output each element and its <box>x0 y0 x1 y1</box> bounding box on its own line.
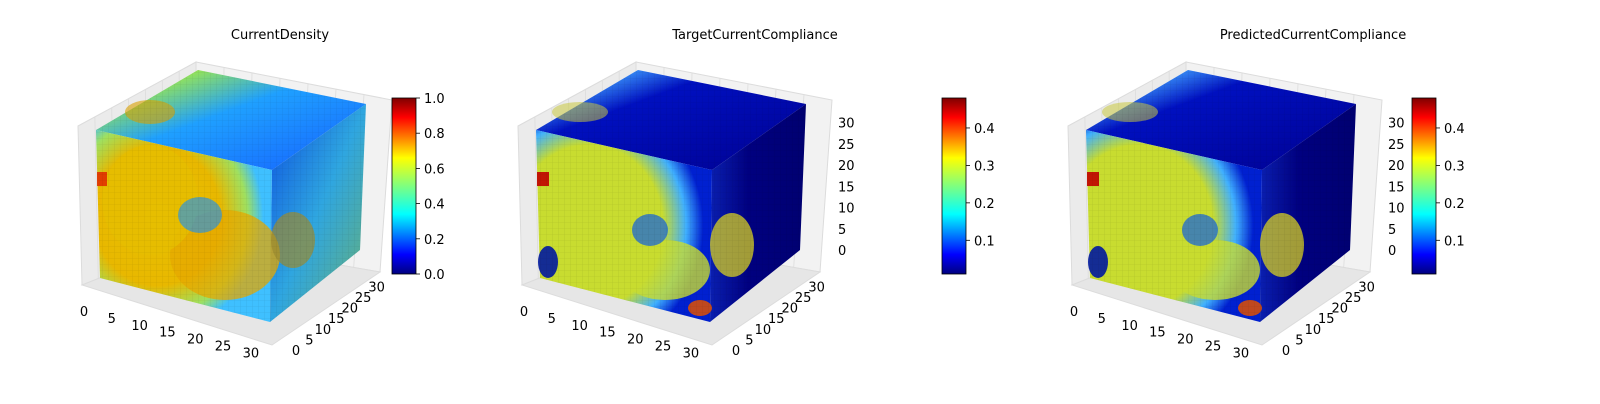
y-tick-label: 10 <box>315 323 332 338</box>
y-tick-label: 30 <box>808 280 825 295</box>
z-tick-label: 5 <box>1388 223 1396 238</box>
x-tick-label: 10 <box>571 319 588 334</box>
z-tick-label: 10 <box>838 202 855 217</box>
voxel-grid <box>536 70 806 170</box>
y-tick-label: 15 <box>1318 312 1335 327</box>
panel-title: PredictedCurrentCompliance <box>1220 28 1406 43</box>
y-tick-label: 5 <box>1295 333 1303 348</box>
z-tick-label: 20 <box>1388 159 1405 174</box>
y-tick-label: 0 <box>732 344 740 359</box>
x-tick-label: 20 <box>1177 333 1194 348</box>
voxel-grid <box>1086 130 1262 322</box>
y-tick-label: 5 <box>745 333 753 348</box>
y-tick-label: 25 <box>355 291 372 306</box>
y-tick-label: 30 <box>1358 280 1375 295</box>
voxel-grid <box>1260 104 1356 322</box>
y-tick-label: 30 <box>368 280 385 295</box>
z-tick-label: 0 <box>838 244 846 259</box>
x-tick-label: 25 <box>655 339 672 354</box>
colorbar-tick-label: 0.1 <box>974 234 995 249</box>
colorbar-tick-label: 0.8 <box>424 127 445 142</box>
z-tick-label: 30 <box>1388 117 1405 132</box>
x-tick-label: 20 <box>627 333 644 348</box>
y-tick-label: 25 <box>795 291 812 306</box>
x-tick-label: 0 <box>80 305 88 320</box>
y-tick-label: 0 <box>292 344 300 359</box>
z-tick-label: 15 <box>1388 180 1405 195</box>
y-tick-label: 15 <box>768 312 785 327</box>
y-tick-label: 10 <box>755 323 772 338</box>
y-tick-label: 15 <box>328 312 345 327</box>
x-tick-label: 15 <box>599 326 616 341</box>
x-tick-label: 30 <box>1233 346 1250 361</box>
z-tick-label: 10 <box>1388 202 1405 217</box>
z-tick-label: 5 <box>838 223 846 238</box>
z-tick-label: 20 <box>838 159 855 174</box>
voxel-grid <box>536 130 712 322</box>
gridline <box>1084 116 1089 279</box>
x-tick-label: 5 <box>108 312 116 327</box>
z-tick-label: 15 <box>838 180 855 195</box>
colorbar-tick-label: 0.3 <box>974 159 995 174</box>
colorbar-tick-label: 0.4 <box>424 198 445 213</box>
x-tick-label: 10 <box>131 319 148 334</box>
voxel-grid <box>1086 70 1356 170</box>
colorbar-tick-label: 0.6 <box>424 162 445 177</box>
x-tick-label: 5 <box>1098 312 1106 327</box>
voxel-grid <box>270 104 366 322</box>
panel-title: CurrentDensity <box>231 28 330 43</box>
colorbar-tick-label: 0.2 <box>974 197 995 212</box>
colorbar-tick-label: 0.4 <box>1444 122 1465 137</box>
x-tick-label: 30 <box>243 346 260 361</box>
x-tick-label: 10 <box>1121 319 1138 334</box>
y-tick-label: 5 <box>305 333 313 348</box>
x-tick-label: 20 <box>187 333 204 348</box>
y-tick-label: 20 <box>341 302 358 317</box>
z-tick-label: 25 <box>1388 138 1405 153</box>
colorbar-tick-label: 0.1 <box>1444 234 1465 249</box>
gridline <box>94 116 99 279</box>
colorbar <box>391 97 417 275</box>
colorbar-tick-label: 1.0 <box>424 92 445 107</box>
colorbar <box>1411 97 1437 275</box>
x-tick-label: 15 <box>1149 326 1166 341</box>
y-tick-label: 25 <box>1345 291 1362 306</box>
x-tick-label: 25 <box>215 339 232 354</box>
x-tick-label: 0 <box>1070 305 1078 320</box>
y-tick-label: 10 <box>1305 323 1322 338</box>
z-tick-label: 0 <box>1388 244 1396 259</box>
colorbar-tick-label: 0.3 <box>1444 159 1465 174</box>
voxel-grid <box>96 70 366 170</box>
x-tick-label: 0 <box>520 305 528 320</box>
colorbar-tick-label: 0.4 <box>974 122 995 137</box>
panel-title: TargetCurrentCompliance <box>671 28 838 43</box>
gridline <box>534 116 539 279</box>
colorbar-tick-label: 0.2 <box>424 233 445 248</box>
voxel-grid <box>96 130 272 322</box>
colorbar <box>941 97 967 275</box>
voxel-grid <box>710 104 806 322</box>
y-tick-label: 20 <box>1331 302 1348 317</box>
x-tick-label: 5 <box>548 312 556 327</box>
x-tick-label: 25 <box>1205 339 1222 354</box>
z-tick-label: 25 <box>838 138 855 153</box>
y-tick-label: 20 <box>781 302 798 317</box>
colorbar-tick-label: 0.2 <box>1444 197 1465 212</box>
y-tick-label: 0 <box>1282 344 1290 359</box>
x-tick-label: 15 <box>159 326 176 341</box>
z-tick-label: 30 <box>838 117 855 132</box>
colorbar-tick-label: 0.0 <box>424 268 445 283</box>
x-tick-label: 30 <box>683 346 700 361</box>
